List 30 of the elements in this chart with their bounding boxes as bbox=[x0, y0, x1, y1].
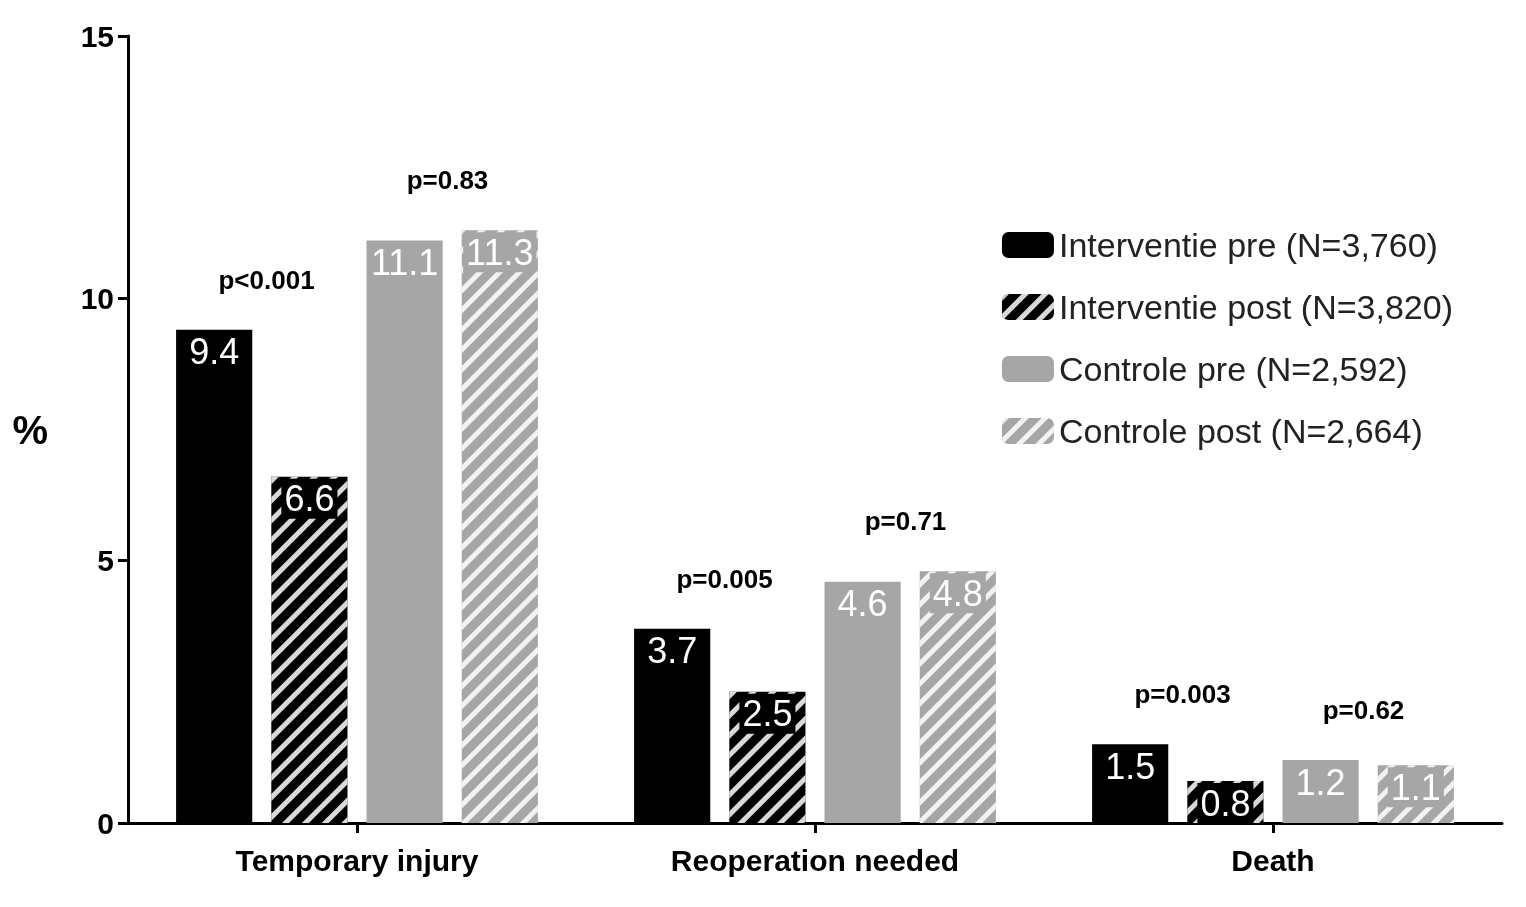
x-tick-label: Temporary injury bbox=[235, 843, 479, 877]
data-label: 11.1 bbox=[370, 242, 439, 284]
y-tick-label: 5 bbox=[97, 544, 114, 578]
y-axis-title: % bbox=[12, 407, 48, 452]
data-label: 1.1 bbox=[1390, 766, 1441, 808]
data-label: 11.3 bbox=[466, 231, 534, 273]
data-label: 3.7 bbox=[647, 630, 698, 672]
data-label: 9.4 bbox=[189, 331, 240, 373]
annotation: p=0.71 bbox=[864, 506, 947, 537]
legend-label: Controle pre (N=2,592) bbox=[1058, 350, 1408, 388]
legend-label: Controle post (N=2,664) bbox=[1058, 412, 1423, 450]
data-label: 1.5 bbox=[1105, 745, 1156, 787]
x-tick-label: Reoperation needed bbox=[670, 843, 960, 877]
data-label: 2.5 bbox=[742, 693, 793, 735]
annotation: p=0.003 bbox=[1134, 679, 1231, 710]
legend-label: Interventie post (N=3,820) bbox=[1058, 288, 1454, 326]
y-tick-label: 10 bbox=[80, 281, 114, 315]
annotation: p<0.001 bbox=[218, 264, 315, 295]
x-tick-label: Death bbox=[1231, 843, 1315, 877]
annotation: p=0.005 bbox=[676, 563, 773, 594]
y-tick-label: 15 bbox=[80, 19, 114, 53]
data-label: 4.8 bbox=[932, 572, 983, 614]
y-tick-label: 0 bbox=[97, 806, 114, 840]
data-label: 1.2 bbox=[1295, 761, 1346, 803]
data-label: 0.8 bbox=[1200, 782, 1251, 824]
legend-label: Interventie pre (N=3,760) bbox=[1058, 226, 1438, 264]
data-label: 4.6 bbox=[837, 583, 888, 625]
annotation: p=0.62 bbox=[1322, 695, 1405, 726]
data-label: 6.6 bbox=[284, 478, 335, 520]
annotation: p=0.83 bbox=[406, 165, 489, 196]
